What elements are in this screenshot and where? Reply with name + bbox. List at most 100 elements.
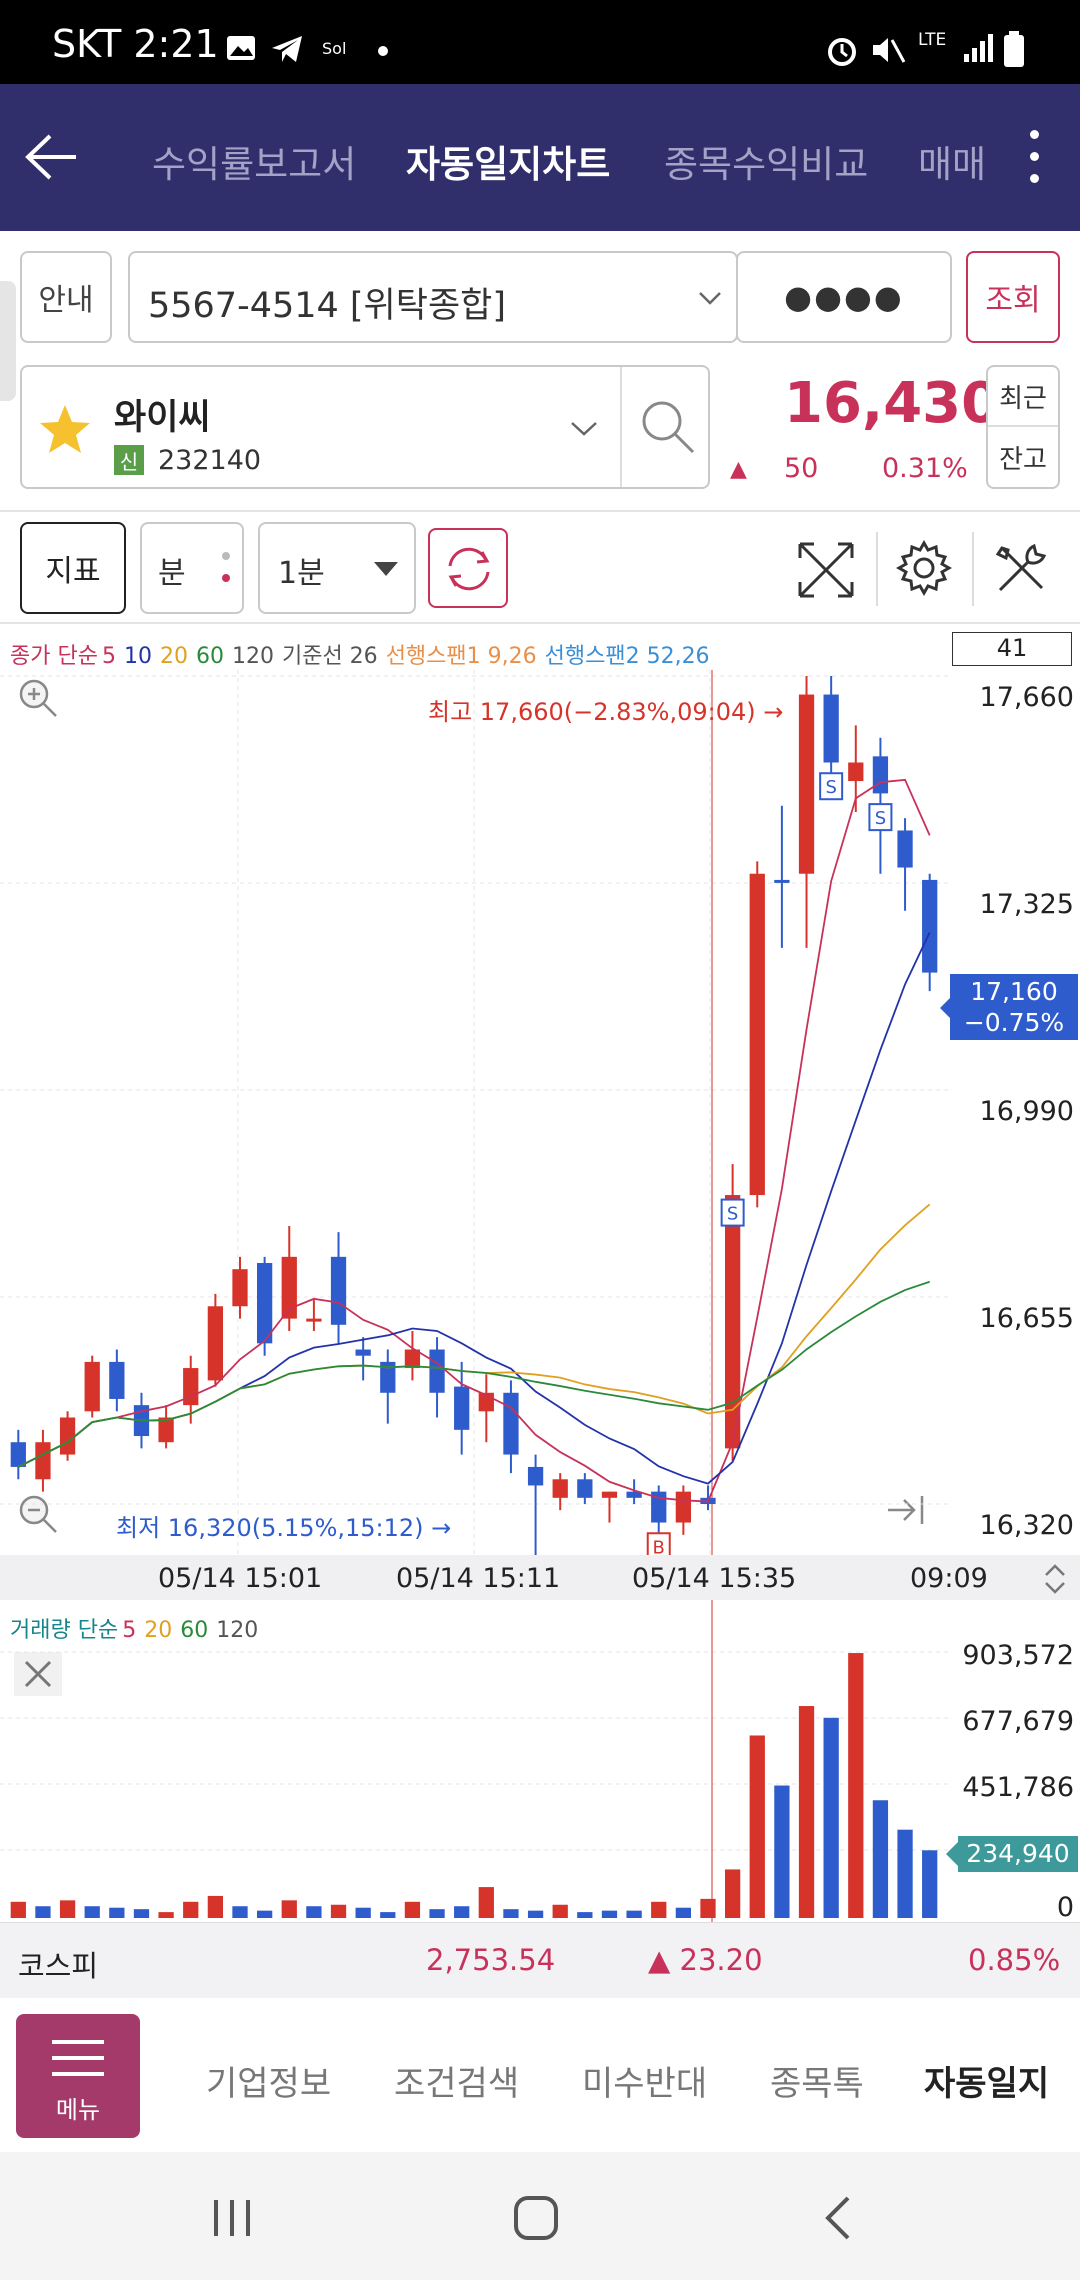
high-annotation: 최고 17,660(−2.83%,09:04) → <box>428 698 784 726</box>
legend-ma60: 60 <box>195 644 224 669</box>
volume-bar <box>527 1910 544 1918</box>
signal-icon <box>964 34 993 62</box>
tools-icon[interactable] <box>994 540 1050 596</box>
current-price-tag-pct: −0.75% <box>963 1008 1065 1037</box>
recent-button[interactable]: 최근 <box>988 367 1058 427</box>
legend-ma120: 120 <box>231 644 274 669</box>
price-chart[interactable]: 종가 단순 5 10 20 60 120 기준선 26 선행스팬1 9,26 선행스팬2 52,… <box>0 626 1080 1556</box>
volume-bar <box>454 1906 470 1918</box>
stock-code: 232140 <box>158 445 262 476</box>
recent-apps-icon[interactable] <box>210 2196 254 2240</box>
candle-body <box>84 1361 100 1412</box>
candle-body <box>552 1479 568 1498</box>
volume-bar <box>626 1910 642 1918</box>
volume-bar <box>183 1901 199 1918</box>
volume-bar <box>109 1907 125 1918</box>
market-index-bar[interactable]: 코스피 2,753.54 ▲ 23.20 0.85% <box>0 1922 1080 1998</box>
resize-arrows-icon[interactable] <box>1042 1563 1068 1595</box>
tab-auto-journal-chart[interactable]: 자동일지차트 <box>406 143 611 186</box>
current-price-tag: 17,160 −0.75% <box>950 974 1078 1040</box>
price-change-pct: 0.31% <box>882 453 968 484</box>
telegram-icon <box>272 36 302 62</box>
candle-body <box>601 1491 618 1498</box>
candle-body <box>897 830 913 868</box>
zoom-in-icon[interactable] <box>16 676 60 720</box>
moving-average-line <box>17 778 931 1503</box>
account-select[interactable]: 5567-4514 [위탁종합] <box>128 251 738 343</box>
nav-auto-journal[interactable]: 자동일지 <box>924 2064 1050 2104</box>
candle-body <box>798 694 815 874</box>
unit-button[interactable]: 분 <box>140 522 244 614</box>
nav-condition-search[interactable]: 조건검색 <box>394 2064 520 2104</box>
guide-button[interactable]: 안내 <box>20 251 112 343</box>
battery-icon <box>1004 31 1024 67</box>
interval-select[interactable]: 1분 <box>258 522 416 614</box>
index-name: 코스피 <box>18 1949 99 1983</box>
volume-bar <box>380 1912 396 1918</box>
chart-legend: 종가 단순 5 10 20 60 120 기준선 26 선행스팬1 9,26 선행스팬2 52,… <box>10 638 718 670</box>
alarm-icon <box>828 38 856 66</box>
legend-vol-ma120: 120 <box>216 1618 259 1643</box>
volume-chart[interactable]: 거래량 단순 5 20 60 120 903,572 677,679 451,786 0… <box>0 1600 1080 1923</box>
candle-body <box>306 1318 322 1322</box>
legend-ma10: 10 <box>123 644 152 669</box>
nav-company-info[interactable]: 기업정보 <box>206 2064 332 2104</box>
tab-profit-report[interactable]: 수익률보고서 <box>152 143 357 186</box>
nav-margin-opposite[interactable]: 미수반대 <box>582 2064 708 2104</box>
chevron-down-icon <box>699 292 721 305</box>
time-tick: 05/14 15:35 <box>632 1563 797 1594</box>
candle-body <box>454 1386 470 1430</box>
volume-tick: 451,786 <box>962 1772 1074 1803</box>
candle-body <box>724 1195 741 1449</box>
favorite-star-icon[interactable] <box>38 403 92 455</box>
nav-stock-talk[interactable]: 종목톡 <box>770 2064 864 2104</box>
volume-bar <box>232 1906 248 1918</box>
volume-bar <box>503 1909 519 1918</box>
fullscreen-icon[interactable] <box>796 540 856 600</box>
account-panel: 안내 5567-4514 [위탁종합] ●●●● 조회 와이씨 신 232140… <box>0 231 1080 511</box>
indicator-button[interactable]: 지표 <box>20 522 126 614</box>
query-button[interactable]: 조회 <box>966 251 1060 343</box>
time-tick: 05/14 15:11 <box>396 1563 561 1594</box>
volume-bar <box>281 1900 297 1918</box>
candle-body <box>183 1368 199 1406</box>
volume-bar <box>700 1898 716 1918</box>
scroll-to-latest-icon[interactable] <box>884 1490 928 1530</box>
time-axis: 05/14 15:01 05/14 15:11 05/14 15:35 09:0… <box>0 1555 1080 1600</box>
current-price: 16,430 <box>784 371 1001 436</box>
volume-tick: 0 <box>1056 1892 1074 1923</box>
volume-bar <box>429 1909 445 1918</box>
tab-stock-profit-compare[interactable]: 종목수익비교 <box>664 143 869 186</box>
search-icon[interactable] <box>638 397 698 457</box>
back-icon[interactable] <box>820 2194 856 2242</box>
candle-body <box>232 1269 248 1307</box>
close-icon[interactable] <box>14 1652 62 1696</box>
volume-legend: 거래량 단순 5 20 60 120 <box>10 1612 266 1644</box>
stock-select[interactable]: 와이씨 신 232140 <box>20 365 710 489</box>
chart-toolbar: 지표 분 1분 <box>0 510 1080 626</box>
candle-body <box>281 1256 297 1319</box>
volume-bar <box>330 1904 347 1918</box>
candle-body <box>355 1349 371 1356</box>
volume-bar <box>651 1901 667 1918</box>
back-arrow-icon[interactable] <box>22 132 78 182</box>
more-menu-icon[interactable] <box>1030 130 1040 186</box>
index-change-pct: 0.85% <box>968 1943 1061 1977</box>
network-label: LTE <box>918 30 947 50</box>
volume-bar <box>404 1901 421 1918</box>
price-change: 50 <box>784 453 819 484</box>
legend-volume: 거래량 단순 <box>10 1618 119 1643</box>
visible-count-box[interactable]: 41 <box>952 632 1072 666</box>
settings-gear-icon[interactable] <box>896 540 952 596</box>
side-drawer-handle[interactable] <box>0 281 16 401</box>
menu-button[interactable]: 메뉴 <box>16 2014 140 2138</box>
refresh-button[interactable] <box>428 528 508 608</box>
balance-button[interactable]: 잔고 <box>999 444 1047 475</box>
chevron-down-icon <box>571 422 597 436</box>
home-icon[interactable] <box>512 2194 560 2242</box>
menu-label: 메뉴 <box>55 2096 101 2124</box>
tab-trading[interactable]: 매매 <box>918 143 987 186</box>
price-tick: 16,655 <box>979 1303 1074 1334</box>
svg-text:S: S <box>875 808 886 829</box>
password-field[interactable]: ●●●● <box>736 251 952 343</box>
